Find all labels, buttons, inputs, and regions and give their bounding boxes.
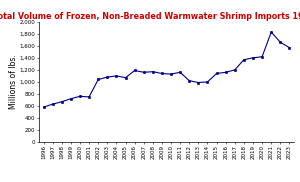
Y-axis label: Millions of lbs.: Millions of lbs. xyxy=(9,55,18,109)
Title: Total Volume of Frozen, Non-Breaded Warmwater Shrimp Imports 1996-2023: Total Volume of Frozen, Non-Breaded Warm… xyxy=(0,12,300,21)
